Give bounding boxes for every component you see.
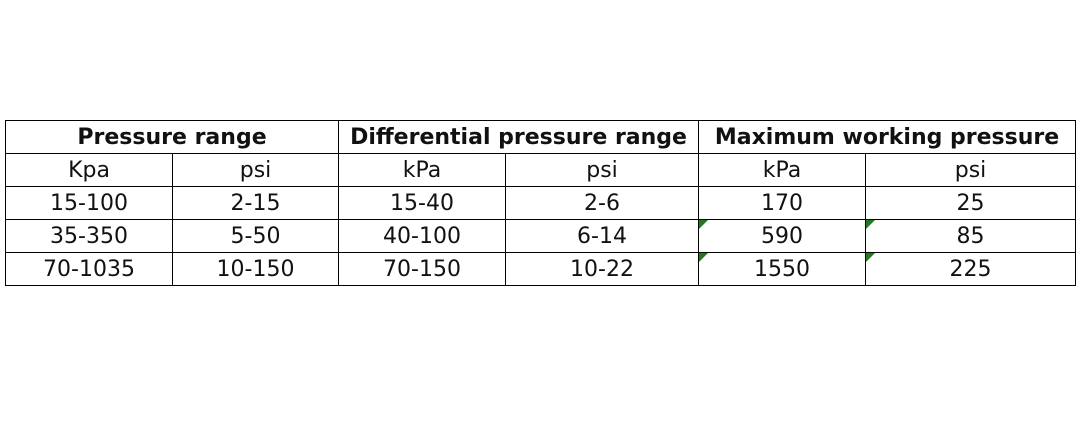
data-cell: 35-350 <box>5 219 173 253</box>
unit-cell: Kpa <box>5 153 173 187</box>
header-row: Pressure range Differential pressure ran… <box>4 120 1077 154</box>
unit-cell: kPa <box>338 153 507 187</box>
unit-cell: psi <box>171 153 340 187</box>
unit-cell: kPa <box>698 153 867 187</box>
data-cell: 2-6 <box>505 186 700 220</box>
data-cell: 2-15 <box>171 186 340 220</box>
error-indicator <box>699 220 709 229</box>
error-indicator <box>866 253 876 262</box>
data-cell: 1550 <box>698 252 867 286</box>
data-cell: 10-150 <box>171 252 340 286</box>
data-cell: 15-100 <box>5 186 173 220</box>
data-row: 70-1035 10-150 70-150 10-22 1550 225 <box>5 252 1077 286</box>
data-row: 15-100 2-15 15-40 2-6 170 25 <box>5 186 1077 220</box>
data-cell: 5-50 <box>171 219 340 253</box>
group-header: Maximum working pressure <box>698 120 1077 154</box>
data-row: 35-350 5-50 40-100 6-14 590 85 <box>5 219 1077 253</box>
data-cell: 590 <box>698 219 867 253</box>
pressure-table: Pressure range Differential pressure ran… <box>4 120 1077 286</box>
error-indicator <box>699 253 709 262</box>
data-cell: 85 <box>865 219 1077 253</box>
group-header: Pressure range <box>4 120 340 154</box>
data-cell: 25 <box>865 186 1077 220</box>
data-cell: 15-40 <box>338 186 507 220</box>
data-cell: 70-150 <box>338 252 507 286</box>
group-header: Differential pressure range <box>338 120 700 154</box>
unit-cell: psi <box>505 153 700 187</box>
data-cell: 40-100 <box>338 219 507 253</box>
units-row: Kpa psi kPa psi kPa psi <box>5 153 1077 187</box>
data-cell: 6-14 <box>505 219 700 253</box>
unit-cell: psi <box>865 153 1077 187</box>
data-cell: 170 <box>698 186 867 220</box>
error-indicator <box>866 220 876 229</box>
data-cell: 70-1035 <box>5 252 173 286</box>
data-cell: 10-22 <box>505 252 700 286</box>
data-cell: 225 <box>865 252 1077 286</box>
